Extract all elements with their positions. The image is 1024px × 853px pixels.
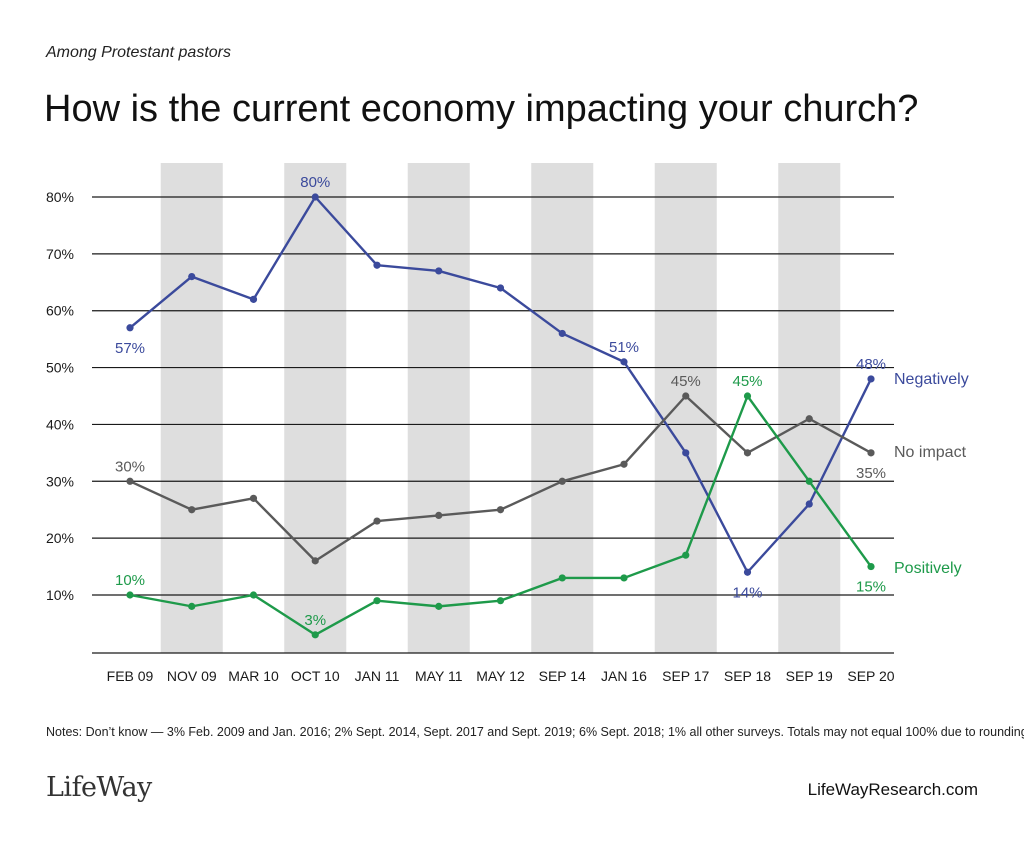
data-label: 30%: [115, 458, 145, 475]
data-point: [743, 568, 752, 576]
x-tick-label: MAR 10: [228, 668, 279, 684]
data-point: [620, 358, 628, 366]
data-point: [373, 517, 381, 525]
y-tick-label: 30%: [46, 473, 74, 489]
data-label: 14%: [732, 584, 762, 601]
data-point: [496, 506, 505, 514]
data-point: [496, 284, 505, 292]
data-label: 15%: [856, 579, 886, 596]
data-point: [682, 449, 690, 457]
x-tick-label: SEP 19: [786, 668, 833, 684]
data-point: [743, 449, 752, 457]
data-label: 48%: [856, 356, 886, 373]
data-point: [682, 392, 690, 400]
chart-subtitle: Among Protestant pastors: [46, 44, 231, 61]
data-point: [249, 494, 258, 502]
data-point: [249, 591, 258, 599]
shaded-column: [778, 163, 841, 653]
data-point: [435, 511, 443, 519]
x-tick-label: FEB 09: [107, 668, 154, 684]
data-label: 45%: [732, 373, 762, 390]
y-tick-label: 80%: [46, 189, 74, 205]
data-point: [805, 500, 813, 508]
x-tick-label: MAY 11: [415, 668, 463, 684]
y-tick-label: 60%: [46, 303, 74, 319]
line-chart: 10% 20% 30% 40% 50% 60% 70% 80% FEB 09 NOV 09 MAR …: [46, 163, 969, 684]
data-point: [188, 273, 196, 281]
data-point: [620, 574, 628, 582]
data-point: [311, 557, 319, 565]
shaded-column: [531, 163, 594, 653]
y-tick-label: 40%: [46, 416, 74, 432]
data-point: [373, 597, 381, 605]
data-point: [188, 506, 196, 514]
chart-title: How is the current economy impacting you…: [44, 88, 919, 130]
shaded-column: [284, 163, 347, 653]
chart-notes: Notes: Don’t know — 3% Feb. 2009 and Jan…: [46, 725, 1024, 739]
legend-label: Negatively: [894, 371, 969, 388]
data-point: [620, 460, 628, 468]
data-point: [311, 631, 319, 639]
y-tick-label: 50%: [46, 360, 74, 376]
y-tick-label: 70%: [46, 246, 74, 262]
x-tick-label: SEP 17: [662, 668, 709, 684]
x-tick-label: JAN 11: [355, 668, 400, 684]
x-tick-label: SEP 14: [539, 668, 586, 684]
data-point: [867, 449, 875, 457]
data-point: [435, 602, 443, 610]
data-point: [188, 602, 196, 610]
legend-label: No impact: [894, 444, 967, 461]
shaded-column: [160, 163, 223, 653]
data-label: 35%: [856, 465, 886, 482]
x-tick-label: NOV 09: [167, 668, 217, 684]
legend-label: Positively: [894, 560, 962, 577]
data-label: 51%: [609, 339, 639, 356]
data-point: [126, 324, 134, 332]
data-label: 3%: [304, 612, 326, 629]
data-point: [496, 597, 505, 605]
x-tick-label: SEP 20: [847, 668, 894, 684]
data-label: 80%: [300, 174, 330, 191]
x-tick-label: MAY 12: [476, 668, 525, 684]
website-link[interactable]: LifeWayResearch.com: [807, 780, 978, 799]
data-point: [249, 295, 258, 303]
shaded-column: [654, 163, 717, 653]
data-point: [126, 591, 134, 599]
x-tick-label: JAN 16: [601, 668, 647, 684]
data-point: [373, 261, 381, 269]
data-point: [682, 551, 690, 559]
data-point: [867, 375, 875, 383]
y-tick-label: 20%: [46, 530, 74, 546]
data-point: [867, 562, 875, 571]
data-label: 10%: [115, 572, 145, 589]
x-tick-label: SEP 18: [724, 668, 771, 684]
data-point: [558, 574, 566, 582]
data-point: [558, 329, 566, 338]
data-point: [805, 477, 813, 485]
shaded-column: [407, 163, 470, 653]
y-tick-label: 10%: [46, 587, 74, 603]
data-point: [805, 415, 813, 423]
series-line: [129, 394, 872, 563]
x-tick-label: OCT 10: [291, 668, 340, 684]
data-point: [311, 193, 319, 201]
data-label: 57%: [115, 340, 145, 357]
data-point: [435, 267, 443, 275]
data-point: [558, 477, 566, 485]
data-label: 45%: [671, 373, 701, 390]
data-point: [743, 392, 752, 400]
lifeway-logo: LifeWay: [46, 772, 152, 803]
data-point: [126, 477, 134, 485]
